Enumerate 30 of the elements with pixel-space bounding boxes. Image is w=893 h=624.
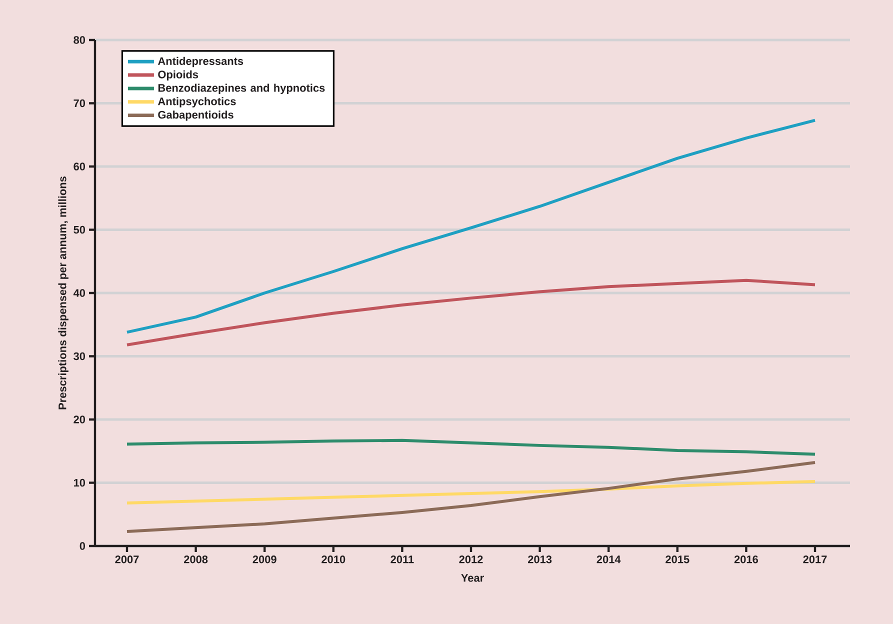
x-tick-label: 2010 — [322, 556, 346, 564]
y-tick-label: 70 — [74, 99, 86, 108]
line-series — [126, 461, 817, 533]
x-tick-label: 2008 — [184, 556, 208, 564]
y-tick-label: 0 — [80, 542, 86, 550]
y-tick-label: 60 — [74, 162, 86, 170]
x-tick-label: 2013 — [528, 556, 552, 564]
y-tick-label: 30 — [74, 352, 86, 360]
x-tick-label: 2015 — [666, 556, 690, 564]
line-series — [126, 438, 817, 456]
legend-label: Gabapentioids — [158, 110, 234, 121]
x-tick-label: 2009 — [252, 556, 276, 564]
legend-label: Benzodiazepines and hypnotics — [158, 84, 325, 94]
x-axis-title: Year — [461, 574, 484, 582]
y-tick-label: 10 — [74, 478, 86, 487]
x-tick-label: 2007 — [115, 556, 139, 564]
legend-label: Opioids — [158, 70, 198, 81]
y-tick-label: 40 — [73, 289, 86, 297]
x-tick-label: 2014 — [596, 556, 621, 564]
y-tick-label: 80 — [74, 36, 86, 44]
x-tick-label: 2011 — [390, 556, 414, 564]
line-series — [126, 278, 817, 346]
y-axis-title: Prescriptions dispensed per annum, millions — [58, 176, 68, 410]
legend-label: Antipsychotics — [158, 97, 236, 108]
y-tick-label: 50 — [74, 226, 86, 234]
x-tick-label: 2012 — [459, 556, 483, 564]
x-tick-label: 2017 — [803, 556, 827, 564]
legend-label: Antidepressants — [158, 56, 244, 68]
x-tick-label: 2016 — [734, 556, 758, 564]
y-tick-label: 20 — [74, 416, 86, 424]
